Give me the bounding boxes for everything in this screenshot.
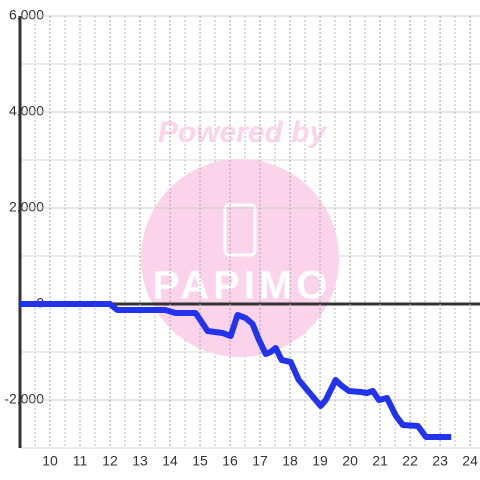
x-tick-label: 10 — [42, 453, 58, 469]
x-tick-label: 17 — [252, 453, 268, 469]
x-tick-label: 20 — [342, 453, 358, 469]
x-tick-label: 15 — [192, 453, 208, 469]
x-tick-label: 19 — [312, 453, 328, 469]
x-tick-label: 21 — [372, 453, 388, 469]
x-tick-label: 22 — [402, 453, 418, 469]
y-tick-label: 4,000 — [9, 103, 44, 119]
x-tick-label: 23 — [432, 453, 448, 469]
x-tick-label: 13 — [132, 453, 148, 469]
watermark-logo: Powered by PAPIMO — [141, 116, 339, 357]
x-tick-label: 18 — [282, 453, 298, 469]
y-tick-label: -2,000 — [4, 391, 44, 407]
x-tick-label: 12 — [102, 453, 118, 469]
logo-text: PAPIMO — [153, 264, 332, 308]
y-tick-label: 6,000 — [9, 7, 44, 23]
x-tick-label: 16 — [222, 453, 238, 469]
y-tick-label: 2,000 — [9, 199, 44, 215]
x-tick-label: 24 — [462, 453, 478, 469]
data-line — [20, 301, 452, 441]
watermark-text: Powered by — [158, 116, 328, 149]
x-tick-label: 11 — [73, 453, 88, 469]
x-tick-label: 14 — [162, 453, 178, 469]
